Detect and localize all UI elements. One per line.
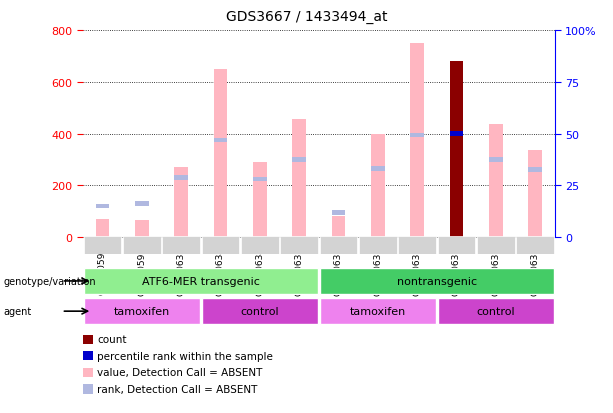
Bar — [410, 133, 424, 138]
Bar — [319, 268, 554, 294]
Text: ATF6-MER transgenic: ATF6-MER transgenic — [142, 276, 260, 286]
Bar — [477, 237, 515, 254]
Bar — [83, 299, 200, 324]
Bar — [528, 168, 542, 173]
Bar — [83, 268, 318, 294]
Bar — [123, 237, 161, 254]
Bar — [83, 237, 121, 254]
Text: tamoxifen: tamoxifen — [113, 306, 170, 316]
Bar — [410, 44, 424, 237]
Bar — [438, 299, 554, 324]
Bar — [371, 167, 384, 171]
Text: count: count — [97, 335, 127, 344]
Bar — [202, 237, 239, 254]
Text: percentile rank within the sample: percentile rank within the sample — [97, 351, 273, 361]
Bar — [516, 237, 554, 254]
Bar — [96, 219, 109, 237]
Bar — [174, 176, 188, 180]
Bar — [319, 299, 436, 324]
Bar — [280, 237, 318, 254]
Bar — [449, 132, 463, 137]
Bar — [489, 125, 503, 237]
Bar — [202, 299, 318, 324]
Bar — [292, 120, 306, 237]
Bar — [96, 204, 109, 209]
Text: rank, Detection Call = ABSENT: rank, Detection Call = ABSENT — [97, 384, 258, 394]
Bar — [449, 62, 463, 237]
Text: control: control — [240, 306, 279, 316]
Bar — [292, 158, 306, 162]
Bar — [332, 211, 345, 215]
Bar — [398, 237, 436, 254]
Bar — [489, 158, 503, 162]
Text: tamoxifen: tamoxifen — [349, 306, 406, 316]
Text: genotype/variation: genotype/variation — [3, 276, 96, 286]
Bar — [174, 168, 188, 237]
Text: value, Detection Call = ABSENT: value, Detection Call = ABSENT — [97, 368, 263, 377]
Bar — [332, 217, 345, 237]
Text: GDS3667 / 1433494_at: GDS3667 / 1433494_at — [226, 10, 387, 24]
Bar — [371, 134, 384, 237]
Bar — [253, 163, 267, 237]
Text: agent: agent — [3, 306, 31, 316]
Bar — [253, 177, 267, 182]
Bar — [135, 202, 148, 206]
Bar — [135, 221, 148, 237]
Bar — [438, 237, 475, 254]
Bar — [213, 70, 227, 237]
Text: control: control — [476, 306, 515, 316]
Bar — [162, 237, 200, 254]
Text: nontransgenic: nontransgenic — [397, 276, 477, 286]
Bar — [213, 138, 227, 143]
Bar — [241, 237, 279, 254]
Bar — [528, 151, 542, 237]
Bar — [319, 237, 357, 254]
Bar — [359, 237, 397, 254]
